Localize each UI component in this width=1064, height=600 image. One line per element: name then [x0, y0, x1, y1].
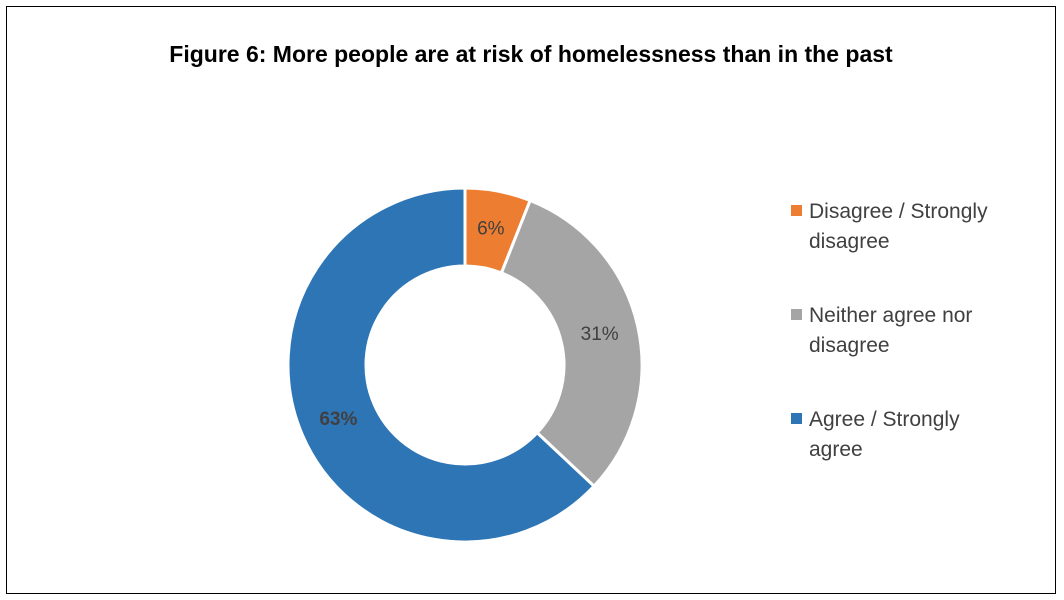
donut-chart: 6% 31% 63%: [286, 186, 644, 544]
legend-swatch-neither: [791, 309, 802, 320]
legend-item-agree: Agree / Strongly agree: [791, 405, 1009, 465]
legend-label-disagree: Disagree / Strongly disagree: [809, 200, 988, 253]
data-label-neither: 31%: [581, 324, 619, 345]
legend-item-neither: Neither agree nor disagree: [791, 301, 1009, 361]
chart-title: Figure 6: More people are at risk of hom…: [169, 41, 893, 67]
legend-swatch-agree: [791, 413, 802, 424]
legend-label-neither: Neither agree nor disagree: [809, 304, 973, 357]
legend-swatch-disagree: [791, 205, 802, 216]
data-label-agree: 63%: [319, 409, 357, 430]
donut-slice-agree: [286, 186, 597, 544]
data-label-disagree: 6%: [477, 218, 505, 239]
legend-item-disagree: Disagree / Strongly disagree: [791, 197, 1009, 257]
donut-slice-neither: [499, 198, 644, 489]
chart-frame: Figure 6: More people are at risk of hom…: [6, 6, 1056, 594]
legend-label-agree: Agree / Strongly agree: [809, 408, 960, 461]
